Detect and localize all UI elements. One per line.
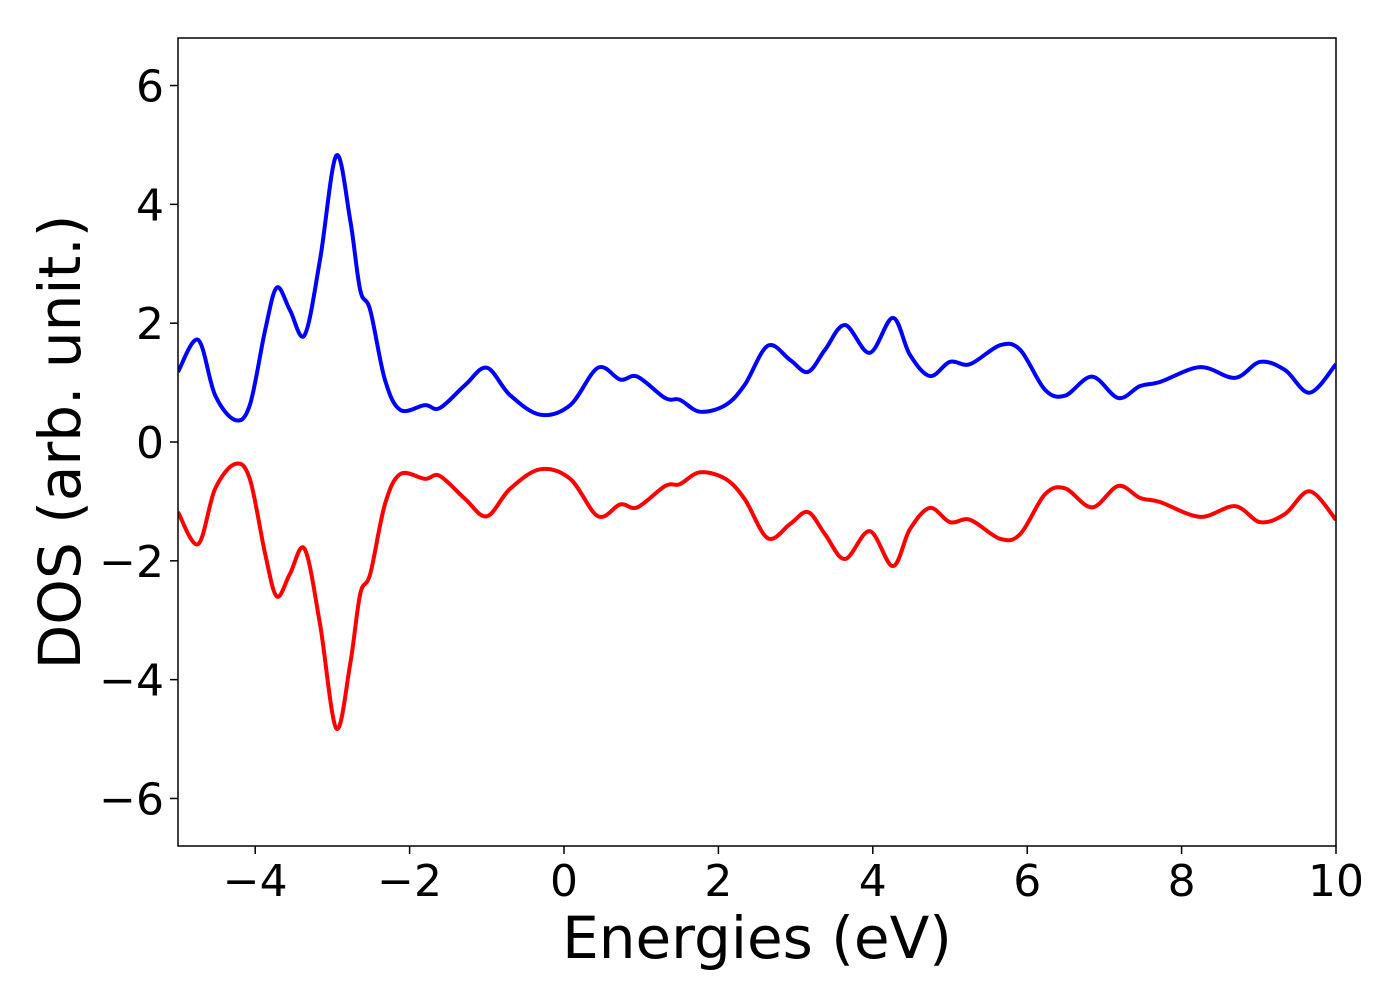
y-tick-label: 0: [136, 418, 164, 469]
y-tick-label: 6: [136, 62, 164, 113]
x-tick-label: 2: [704, 856, 732, 907]
y-tick-label: 2: [136, 299, 164, 350]
y-tick-label: −2: [99, 537, 164, 588]
x-tick-label: 6: [1013, 856, 1041, 907]
y-tick-label: −6: [99, 774, 164, 825]
series-line: [178, 153, 1336, 423]
series-line: [178, 461, 1336, 731]
x-tick-label: −4: [223, 856, 288, 907]
y-tick-label: −4: [99, 656, 164, 707]
x-tick-label: 4: [859, 856, 887, 907]
x-tick-label: 8: [1168, 856, 1196, 907]
x-tick-label: 10: [1308, 856, 1364, 907]
y-axis-label: DOS (arb. unit.): [26, 215, 94, 670]
y-tick-label: 4: [136, 180, 164, 231]
x-axis-label: Energies (eV): [562, 904, 952, 972]
plot-frame: [177, 37, 1337, 847]
x-tick-label: −2: [377, 856, 442, 907]
x-tick-label: 0: [550, 856, 578, 907]
